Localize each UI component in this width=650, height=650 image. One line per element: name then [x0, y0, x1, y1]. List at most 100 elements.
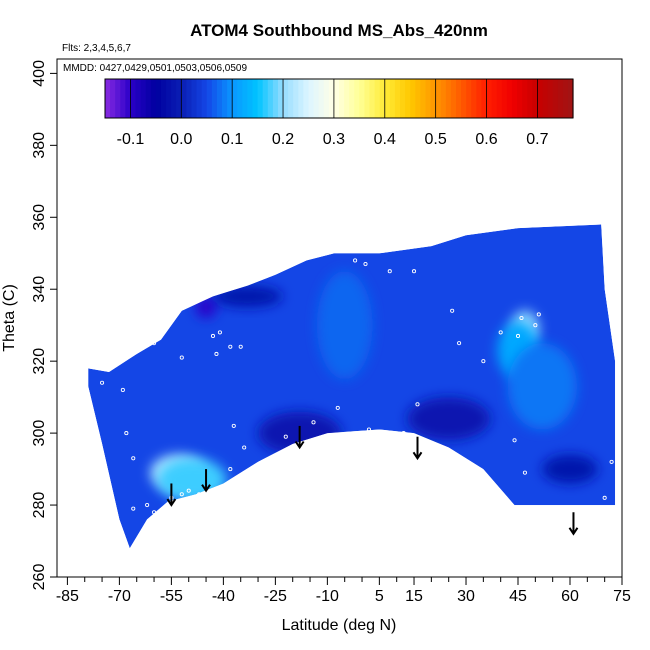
colorbar-segment: [456, 79, 462, 118]
sample-point: [238, 344, 243, 349]
colorbar-segment: [501, 79, 508, 118]
y-tick-label: 400: [31, 60, 48, 87]
colorbar-segment: [567, 79, 574, 118]
colorbar-segment: [308, 79, 315, 118]
sample-point: [353, 258, 358, 263]
colorbar-segment: [537, 79, 544, 118]
colorbar-segment: [145, 79, 152, 118]
sample-point: [148, 520, 153, 526]
sample-point: [131, 456, 136, 461]
field-feature: [316, 271, 373, 380]
y-tick-label: 380: [31, 132, 48, 159]
colorbar-segment: [120, 79, 126, 118]
sample-point: [152, 510, 157, 515]
y-axis-label: Theta (C): [1, 284, 18, 352]
sample-point: [210, 333, 216, 339]
colorbar-segment: [359, 79, 366, 118]
colorbar-tick-label: -0.1: [117, 131, 145, 148]
colorbar-segment: [461, 79, 467, 118]
x-axis-label: Latitude (deg N): [282, 617, 397, 634]
colorbar-segment: [506, 79, 513, 118]
colorbar-segment: [364, 79, 371, 118]
colorbar-segment: [232, 79, 238, 118]
field-feature: [507, 343, 577, 430]
arrow-markers: [166, 425, 579, 536]
colorbar-segment: [420, 79, 427, 118]
sample-point: [124, 431, 129, 436]
colorbar-segment: [181, 79, 187, 118]
colorbar-segment: [201, 79, 208, 118]
colorbar-segment: [283, 79, 289, 118]
colorbar-segment: [517, 79, 523, 118]
colorbar-tick-label: 0.0: [170, 131, 192, 148]
colorbar-segment: [384, 79, 391, 118]
x-tick-label: -10: [316, 588, 339, 605]
sample-point: [197, 492, 202, 497]
colorbar-segment: [374, 79, 381, 118]
colorbar-segment: [130, 79, 137, 118]
colorbar-segment: [394, 79, 401, 118]
colorbar-segment: [410, 79, 416, 118]
sample-point: [335, 405, 340, 410]
sample-point: [100, 380, 105, 385]
sample-point: [145, 503, 150, 508]
sample-point: [242, 445, 247, 450]
sample-point: [498, 330, 503, 335]
sample-point: [179, 355, 184, 360]
down-arrow-marker: [201, 469, 211, 493]
x-tick-label: -85: [56, 588, 79, 605]
colorbar-segment: [344, 79, 350, 118]
sample-point: [450, 308, 455, 313]
x-tick-label: -55: [160, 588, 183, 605]
sample-point: [439, 452, 444, 457]
sample-point: [228, 467, 233, 472]
colorbar-segment: [191, 79, 198, 118]
sample-point: [363, 261, 368, 267]
colorbar-segment: [186, 79, 193, 118]
colorbar-segment: [527, 79, 533, 118]
colorbar-tick-label: 0.7: [526, 131, 548, 148]
y-tick-label: 260: [31, 564, 48, 591]
colorbar-tick-label: 0.2: [272, 131, 294, 148]
flights-annotation: Flts: 2,3,4,5,6,7: [62, 43, 131, 54]
colorbar-tick-label: 0.6: [475, 131, 497, 148]
colorbar-segment: [425, 79, 432, 118]
x-tick-label: -70: [108, 588, 131, 605]
colorbar-segment: [405, 79, 411, 118]
colorbar-segment: [511, 79, 518, 118]
colorbar-segment: [542, 79, 549, 118]
colorbar-segment: [176, 79, 182, 118]
colorbar-segment: [262, 79, 269, 118]
x-tick-label: -40: [212, 588, 235, 605]
colorbar-segment: [562, 79, 569, 118]
colorbar-segment: [476, 79, 483, 118]
y-tick-label: 320: [31, 348, 48, 375]
sample-points: [100, 258, 614, 526]
colorbar-segment: [318, 79, 325, 118]
sample-point: [120, 387, 125, 392]
sample-point: [141, 344, 146, 349]
x-tick-label: 60: [561, 588, 579, 605]
colorbar-segment: [496, 79, 503, 118]
colorbar-segment: [445, 79, 452, 118]
x-tick-label: 5: [375, 588, 384, 605]
colorbar-segment: [277, 79, 284, 118]
colorbar-segment: [466, 79, 472, 118]
colorbar-segment: [400, 79, 406, 118]
colorbar-segment: [155, 79, 162, 118]
colorbar-segment: [272, 79, 279, 118]
sample-point: [387, 269, 392, 274]
colorbar-segment: [435, 79, 442, 118]
down-arrow-marker: [166, 483, 177, 507]
colorbar-tick-label: 0.5: [425, 131, 447, 148]
sample-point: [179, 492, 184, 497]
colorbar-segment: [150, 79, 157, 118]
colorbar-segment: [552, 79, 559, 118]
colorbar-segment: [323, 79, 330, 118]
sample-point: [152, 341, 157, 346]
sample-point: [536, 312, 541, 317]
colorbar-segment: [160, 79, 167, 118]
field-feature: [195, 296, 217, 319]
colorbar-tick-label: 0.1: [221, 131, 243, 148]
colorbar-segment: [522, 79, 528, 118]
